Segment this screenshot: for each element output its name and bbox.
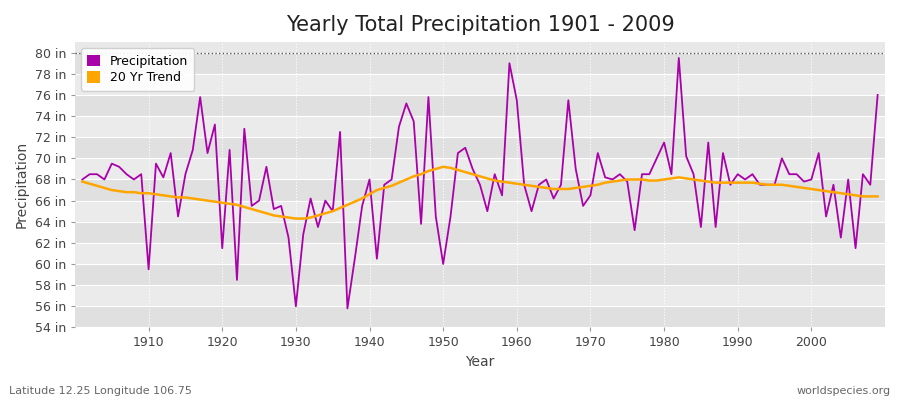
X-axis label: Year: Year — [465, 355, 495, 369]
Bar — [75, 53, 885, 74]
Legend: Precipitation, 20 Yr Trend: Precipitation, 20 Yr Trend — [81, 48, 194, 91]
Bar — [75, 137, 885, 158]
Bar — [75, 201, 885, 222]
Bar — [75, 158, 885, 180]
Bar — [75, 222, 885, 243]
Bar — [75, 306, 885, 328]
Text: worldspecies.org: worldspecies.org — [796, 386, 891, 396]
Bar — [75, 180, 885, 201]
Bar — [75, 116, 885, 137]
Title: Yearly Total Precipitation 1901 - 2009: Yearly Total Precipitation 1901 - 2009 — [285, 15, 674, 35]
Bar — [75, 243, 885, 264]
Bar — [75, 74, 885, 95]
Bar — [75, 95, 885, 116]
Text: Latitude 12.25 Longitude 106.75: Latitude 12.25 Longitude 106.75 — [9, 386, 192, 396]
Bar — [75, 285, 885, 306]
Bar — [75, 264, 885, 285]
Y-axis label: Precipitation: Precipitation — [15, 141, 29, 228]
